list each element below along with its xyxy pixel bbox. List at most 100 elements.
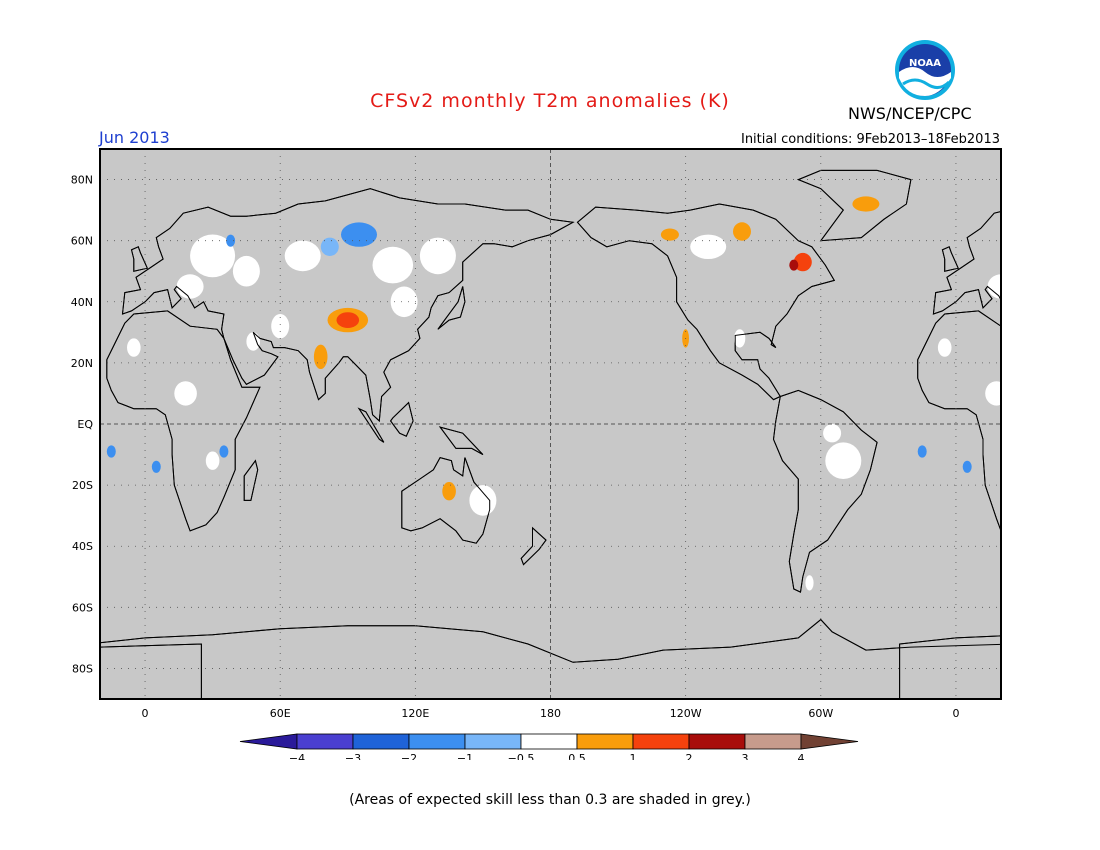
anomaly-patch bbox=[190, 234, 236, 278]
landmass-madagascar bbox=[1055, 461, 1069, 501]
anomaly-patch bbox=[469, 485, 497, 516]
legend-swatch bbox=[296, 733, 354, 750]
anomaly-patch bbox=[962, 460, 972, 473]
anomaly-patch bbox=[372, 246, 414, 284]
anomaly-patch bbox=[226, 234, 236, 247]
legend-arrow-left bbox=[239, 733, 298, 750]
anomaly-patch bbox=[734, 329, 746, 348]
coastline-greenland bbox=[796, 169, 912, 242]
legend-tick-label: 3 bbox=[742, 752, 749, 760]
lat-label: 20S bbox=[72, 479, 93, 492]
lat-label: 80S bbox=[72, 662, 93, 675]
legend-swatch bbox=[464, 733, 522, 750]
longitude-labels: 0 60E 120E 180 120W 60W 0 bbox=[142, 707, 960, 720]
anomaly-patch bbox=[825, 442, 862, 480]
anomaly-patch bbox=[1096, 241, 1100, 272]
anomaly-patch bbox=[390, 286, 418, 318]
legend-swatch bbox=[408, 733, 466, 750]
coastline-africa bbox=[917, 310, 1001, 532]
anomaly-patch bbox=[174, 381, 197, 406]
lon-label: 0 bbox=[952, 707, 959, 720]
latitude-labels: 80N 60N 40N 20N EQ 20S 40S 60S 80S bbox=[71, 174, 94, 676]
anomaly-patch bbox=[789, 259, 799, 271]
lon-label: 120E bbox=[401, 707, 429, 720]
anomaly-patch bbox=[336, 312, 360, 328]
anomaly-patch bbox=[660, 228, 679, 241]
legend-swatch bbox=[352, 733, 410, 750]
anomaly-patch bbox=[176, 274, 204, 299]
anomaly-patch bbox=[937, 338, 952, 357]
anomaly-patch bbox=[1017, 452, 1031, 470]
anomaly-patch bbox=[320, 237, 339, 256]
anomaly-patch bbox=[246, 332, 260, 351]
lat-label: 60N bbox=[71, 235, 93, 248]
anomaly-patch bbox=[12, 424, 30, 442]
coastline-eurasia bbox=[121, 188, 575, 422]
anomaly-patch bbox=[442, 482, 456, 501]
grid-lines bbox=[100, 149, 1001, 699]
coastline-africa bbox=[106, 310, 261, 532]
lat-label: 40N bbox=[71, 296, 93, 309]
anomaly-patch bbox=[852, 196, 880, 212]
lat-label: 60S bbox=[72, 601, 93, 614]
legend-swatch bbox=[744, 733, 802, 750]
coastline-north-america bbox=[0, 204, 23, 400]
anomaly-patch bbox=[987, 274, 1001, 299]
anomaly-patch bbox=[733, 222, 751, 241]
legend-swatch bbox=[688, 733, 746, 750]
anomaly-patch bbox=[1057, 332, 1071, 350]
anomaly-patch bbox=[1030, 445, 1039, 457]
legend-tick-label: −2 bbox=[401, 752, 417, 760]
legend-tick-label: 0.5 bbox=[568, 752, 586, 760]
coastline-madagascar bbox=[1055, 461, 1069, 501]
lon-label: 60E bbox=[270, 707, 291, 720]
anomaly-patch bbox=[106, 445, 116, 458]
coastline-britain bbox=[130, 246, 149, 272]
legend-swatch bbox=[632, 733, 690, 750]
footnote: (Areas of expected skill less than 0.3 a… bbox=[349, 792, 751, 808]
lat-label: 80N bbox=[71, 174, 93, 187]
legend-tick-label: −1 bbox=[457, 752, 473, 760]
anomaly-patch bbox=[127, 338, 141, 357]
landmass-north-america bbox=[0, 204, 23, 400]
legend-tick-label: −3 bbox=[345, 752, 361, 760]
legend-tick-label: 1 bbox=[630, 752, 637, 760]
coastline-sumatra bbox=[357, 407, 385, 443]
anomaly-layer bbox=[0, 169, 1100, 699]
anomaly-patch bbox=[341, 222, 377, 247]
anomaly-patch bbox=[232, 255, 260, 287]
coastline-north-america bbox=[576, 203, 836, 401]
valid-month-label: Jun 2013 bbox=[99, 128, 170, 147]
legend-tick-label: 4 bbox=[798, 752, 805, 760]
coastline-japan bbox=[437, 286, 466, 330]
coastline-south-america bbox=[0, 390, 66, 592]
anomaly-patch bbox=[0, 253, 1, 271]
organization-label: NWS/NCEP/CPC bbox=[848, 104, 972, 123]
coastline-borneo bbox=[389, 401, 414, 437]
lon-label: 0 bbox=[142, 707, 149, 720]
anomaly-patch bbox=[917, 445, 927, 458]
anomaly-patch bbox=[284, 240, 321, 272]
anomaly-patch bbox=[14, 442, 50, 479]
coastline-britain bbox=[941, 246, 959, 272]
logo-text: NOAA bbox=[909, 58, 941, 69]
landmass-antarctica bbox=[899, 635, 1001, 699]
coastline-south-america bbox=[772, 389, 878, 593]
anomaly-patch bbox=[793, 252, 812, 272]
anomaly-patch bbox=[205, 451, 220, 470]
lat-label: EQ bbox=[77, 418, 93, 431]
initial-conditions-label: Initial conditions: 9Feb2013–18Feb2013 bbox=[740, 132, 1000, 147]
lon-label: 60W bbox=[808, 707, 833, 720]
lon-label: 120W bbox=[670, 707, 702, 720]
anomaly-patch bbox=[271, 314, 290, 339]
coastline-australia bbox=[401, 457, 491, 544]
anomaly-patch bbox=[1037, 235, 1046, 247]
coastline-new-zealand bbox=[520, 526, 547, 566]
anomaly-patch bbox=[1001, 235, 1046, 278]
landmass-south-america bbox=[0, 390, 66, 592]
anomaly-patch bbox=[151, 460, 161, 473]
anomaly-patch bbox=[823, 424, 842, 443]
legend-swatch bbox=[520, 733, 578, 750]
anomaly-patch bbox=[219, 445, 229, 458]
